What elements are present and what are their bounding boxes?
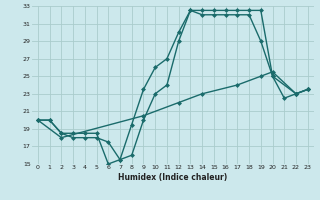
X-axis label: Humidex (Indice chaleur): Humidex (Indice chaleur) <box>118 173 228 182</box>
